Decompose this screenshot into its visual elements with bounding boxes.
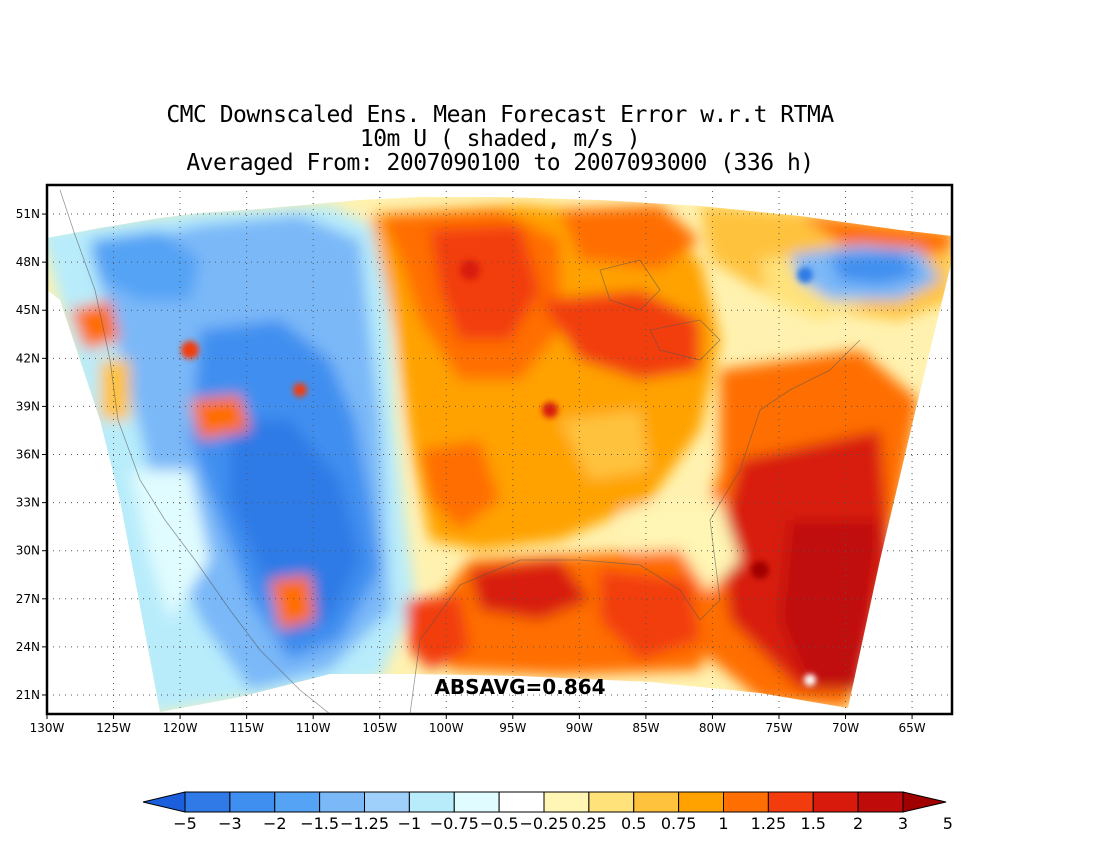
lon-label: 75W: [765, 721, 792, 735]
colorbar-swatch: [633, 791, 680, 813]
lat-label: 30N: [16, 544, 40, 558]
colorbar-label: 1.5: [801, 814, 826, 833]
colorbar-swatch: [678, 791, 724, 813]
absavg-annotation: ABSAVG=0.864: [434, 675, 605, 699]
colorbar-label: 5: [943, 814, 953, 833]
colorbar-swatch: [229, 791, 276, 813]
colorbar-label: −0.75: [430, 814, 479, 833]
colorbar-label: 1: [718, 814, 728, 833]
lon-label: 85W: [632, 721, 659, 735]
lat-label: 39N: [16, 399, 40, 413]
lon-label: 65W: [899, 721, 926, 735]
lon-label: 120W: [163, 721, 198, 735]
colorbar-swatch: [812, 791, 859, 813]
colorbar-label: 1.25: [751, 814, 787, 833]
lon-label: 125W: [96, 721, 131, 735]
colorbar-swatch: [364, 791, 410, 813]
colorbar-swatch: [857, 791, 904, 813]
colorbar-label: −1.25: [340, 814, 389, 833]
map-gridlines: [46, 185, 952, 714]
colorbar-swatch: [274, 791, 321, 813]
lat-label: 36N: [16, 448, 40, 462]
lon-label: 95W: [499, 721, 526, 735]
lon-axis-labels: 130W 125W 120W 115W 110W 105W 100W 95W 90W 85W 80W…: [30, 721, 926, 735]
colorbar-label: 2: [853, 814, 863, 833]
colorbar-label: −1: [398, 814, 422, 833]
lat-label: 24N: [16, 640, 40, 654]
colorbar-label: −5: [173, 814, 197, 833]
lon-label: 90W: [566, 721, 593, 735]
chart-title-line-3: Averaged From: 2007090100 to 2007093000 …: [186, 150, 814, 176]
lon-label: 100W: [429, 721, 464, 735]
lat-label: 48N: [16, 255, 40, 269]
lat-axis-labels: 51N 48N 45N 42N 39N 36N 33N 30N 27N 24N 21N: [16, 207, 40, 702]
colorbar-swatch: [408, 791, 455, 813]
chart-title-line-1: CMC Downscaled Ens. Mean Forecast Error …: [166, 102, 834, 128]
colorbar-swatch: [184, 791, 231, 813]
lon-label: 105W: [362, 721, 397, 735]
lon-label: 80W: [699, 721, 726, 735]
colorbar-label: 3: [898, 814, 908, 833]
colorbar-swatch: [588, 791, 635, 813]
colorbar-swatch: [543, 791, 590, 813]
lat-label: 33N: [16, 496, 40, 510]
colorbar-swatch: [319, 791, 365, 813]
colorbar-arrow-right: [902, 791, 947, 813]
colorbar-label: −3: [218, 814, 242, 833]
lon-label: 115W: [229, 721, 264, 735]
colorbar-label: −0.5: [480, 814, 519, 833]
chart-title-line-2: 10m U ( shaded, m/s ): [359, 126, 641, 152]
colorbar-labels: −5 −3 −2 −1.5 −1.25 −1 −0.75 −0.5 −0.25 0.25 0.5 0.…: [173, 814, 953, 833]
lat-label: 21N: [16, 688, 40, 702]
lon-label: 130W: [30, 721, 65, 735]
colorbar-label: 0.75: [661, 814, 697, 833]
colorbar-label: −1.5: [300, 814, 339, 833]
lat-label: 27N: [16, 592, 40, 606]
colorbar-swatch: [723, 791, 769, 813]
colorbar-swatch: [453, 791, 500, 813]
colorbar-label: 0.5: [621, 814, 646, 833]
colorbar-arrow-left: [142, 791, 186, 813]
colorbar-swatch: [767, 791, 814, 813]
axis-ticks: [42, 213, 913, 719]
lon-label: 110W: [296, 721, 331, 735]
colorbar: [142, 791, 947, 813]
colorbar-label: 0.25: [571, 814, 607, 833]
colorbar-label: −2: [263, 814, 287, 833]
colorbar-label: −0.25: [519, 814, 568, 833]
lon-label: 70W: [832, 721, 859, 735]
colorbar-swatch: [498, 791, 545, 813]
lat-label: 42N: [16, 351, 40, 365]
lat-label: 45N: [16, 303, 40, 317]
shaded-field: [47, 197, 952, 712]
lat-label: 51N: [16, 207, 40, 221]
coastlines: [59, 189, 861, 714]
map-frame: [45, 183, 954, 716]
